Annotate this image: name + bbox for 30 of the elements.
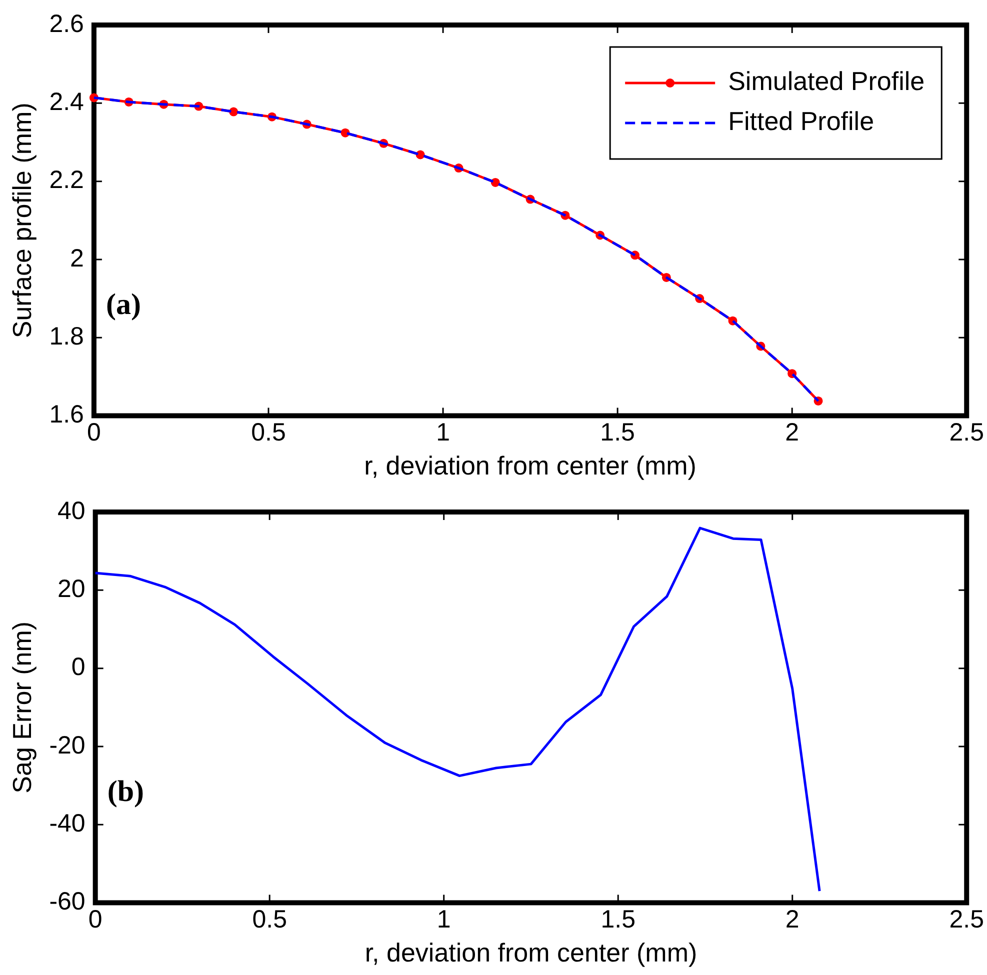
x-tick-label: 2 (785, 418, 800, 447)
legend-label: Simulated Profile (728, 66, 925, 96)
y-tick-label: -40 (49, 810, 86, 838)
annotation: (a) (106, 288, 141, 322)
y-tick-label: -20 (49, 731, 86, 760)
x-tick-label: 1 (436, 418, 450, 447)
y-axis-title: Surface profile (mm) (6, 102, 37, 338)
y-tick-label: 2 (70, 244, 84, 272)
x-tick-label: 1 (436, 906, 451, 934)
x-tick-label: 2.5 (949, 418, 984, 447)
y-tick-label: 2.4 (49, 88, 84, 116)
x-axis-title: r, deviation from center (mm) (364, 938, 698, 968)
y-tick-label: 20 (58, 575, 86, 604)
y-tick-label: 40 (58, 496, 86, 525)
y-tick-label: 0 (71, 653, 86, 682)
y-tick-label: 1.8 (49, 322, 84, 351)
x-tick-label: 2.5 (949, 906, 984, 934)
x-tick-label: 0.5 (252, 906, 287, 934)
x-tick-label: 0.5 (251, 418, 286, 447)
y-tick-label: 2.2 (49, 166, 84, 194)
x-axis-title: r, deviation from center (mm) (364, 450, 696, 481)
annotation: (b) (107, 775, 144, 808)
legend-label: Fitted Profile (728, 106, 874, 136)
y-tick-label: 2.6 (49, 10, 84, 38)
x-tick-label: 1.5 (600, 906, 636, 934)
y-tick-label: -60 (49, 888, 86, 916)
x-tick-label: 1.5 (600, 418, 635, 447)
y-tick-label: 1.6 (49, 400, 84, 429)
x-tick-label: 2 (785, 906, 800, 934)
y-axis-title: Sag Error (nm) (6, 621, 37, 794)
